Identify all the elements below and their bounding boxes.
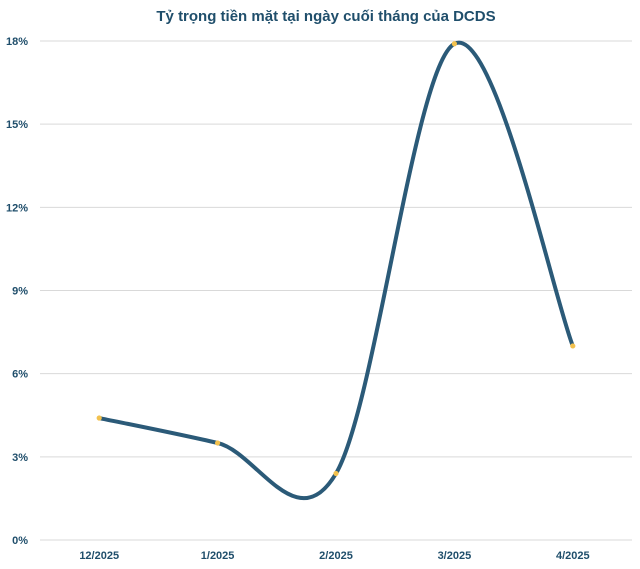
gridlines <box>40 40 632 541</box>
y-tick-label: 3% <box>12 452 28 464</box>
data-point <box>333 470 339 477</box>
data-points <box>96 41 576 477</box>
x-axis-ticks: 12/2025 1/2025 2/2025 3/2025 4/2025 <box>79 550 589 562</box>
x-tick-label: 1/2025 <box>201 550 235 562</box>
data-point <box>215 440 221 446</box>
x-tick-label: 4/2025 <box>556 550 590 562</box>
x-tick-label: 12/2025 <box>79 550 119 562</box>
data-point <box>570 343 576 349</box>
chart-title: Tỷ trọng tiền mặt tại ngày cuối tháng củ… <box>156 8 495 25</box>
y-axis-ticks: 0% 3% 6% 9% 12% 15% 18% <box>6 36 28 547</box>
y-tick-label: 6% <box>12 369 28 381</box>
x-tick-label: 2/2025 <box>319 550 353 562</box>
data-point <box>96 415 102 421</box>
data-point <box>451 41 457 47</box>
x-tick-label: 3/2025 <box>438 550 472 562</box>
y-tick-label: 18% <box>6 36 28 48</box>
y-tick-label: 9% <box>12 286 28 298</box>
y-tick-label: 15% <box>6 119 28 131</box>
y-tick-label: 12% <box>6 202 28 214</box>
series-line <box>97 40 575 501</box>
series-line-group <box>97 40 575 501</box>
y-tick-label: 0% <box>12 535 28 547</box>
